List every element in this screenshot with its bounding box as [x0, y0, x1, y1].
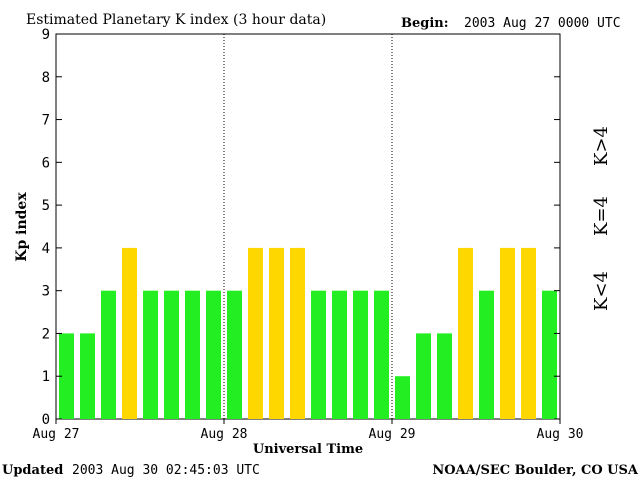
- updated-label: Updated: [2, 463, 63, 478]
- y-tick-label: 4: [42, 241, 50, 257]
- x-axis-title: Universal Time: [253, 442, 363, 457]
- begin-value: 2003 Aug 27 0000 UTC: [464, 16, 621, 31]
- kp-bar: [542, 290, 557, 419]
- kp-bar: [122, 247, 137, 419]
- x-tick-label: Aug 30: [537, 427, 584, 442]
- y-tick-label: 9: [42, 27, 50, 43]
- y-tick-label: 1: [42, 369, 50, 385]
- kp-bar: [521, 247, 536, 419]
- legend-low: K<4: [591, 271, 612, 311]
- y-tick-label: 0: [42, 412, 50, 428]
- x-axis: Aug 27 Aug 28 Aug 29 Aug 30: [33, 419, 584, 442]
- y-tick-label: 3: [42, 284, 50, 300]
- bars-group: [59, 247, 557, 419]
- kp-bar: [458, 247, 473, 419]
- y-axis-title: Kp index: [14, 192, 30, 262]
- kp-bar: [59, 333, 74, 419]
- kp-bar: [290, 247, 305, 419]
- kp-bar: [437, 333, 452, 419]
- kp-bar: [395, 376, 410, 419]
- kp-bar: [227, 290, 242, 419]
- kp-bar: [248, 247, 263, 419]
- kp-bar: [269, 247, 284, 419]
- y-axis: 0 1 2 3 4 5 6 7 8 9: [42, 27, 560, 428]
- y-tick-label: 8: [42, 70, 50, 86]
- x-tick-label: Aug 28: [201, 427, 248, 442]
- kp-bar: [353, 290, 368, 419]
- kp-bar: [80, 333, 95, 419]
- kp-bar: [206, 290, 221, 419]
- kp-bar: [185, 290, 200, 419]
- y-tick-label: 2: [42, 326, 50, 342]
- x-tick-label: Aug 27: [33, 427, 80, 442]
- plot-frame: [55, 33, 561, 420]
- kp-bar: [101, 290, 116, 419]
- x-tick-label: Aug 29: [369, 427, 416, 442]
- kp-bar: [374, 290, 389, 419]
- updated-value: 2003 Aug 30 02:45:03 UTC: [72, 463, 260, 478]
- source-label: NOAA/SEC Boulder, CO USA: [432, 463, 639, 478]
- kp-bar: [479, 290, 494, 419]
- y-tick-label: 5: [42, 198, 50, 214]
- kp-bar: [416, 333, 431, 419]
- y-tick-label: 7: [42, 113, 50, 129]
- legend-high: K>4: [591, 126, 612, 166]
- kp-bar: [332, 290, 347, 419]
- begin-label: Begin:: [401, 16, 449, 31]
- kp-bar: [143, 290, 158, 419]
- legend-mid: K=4: [591, 196, 612, 236]
- kp-bar: [311, 290, 326, 419]
- y-tick-label: 6: [42, 155, 50, 171]
- kp-bar: [164, 290, 179, 419]
- kp-bar: [500, 247, 515, 419]
- chart-title: Estimated Planetary K index (3 hour data…: [26, 12, 326, 28]
